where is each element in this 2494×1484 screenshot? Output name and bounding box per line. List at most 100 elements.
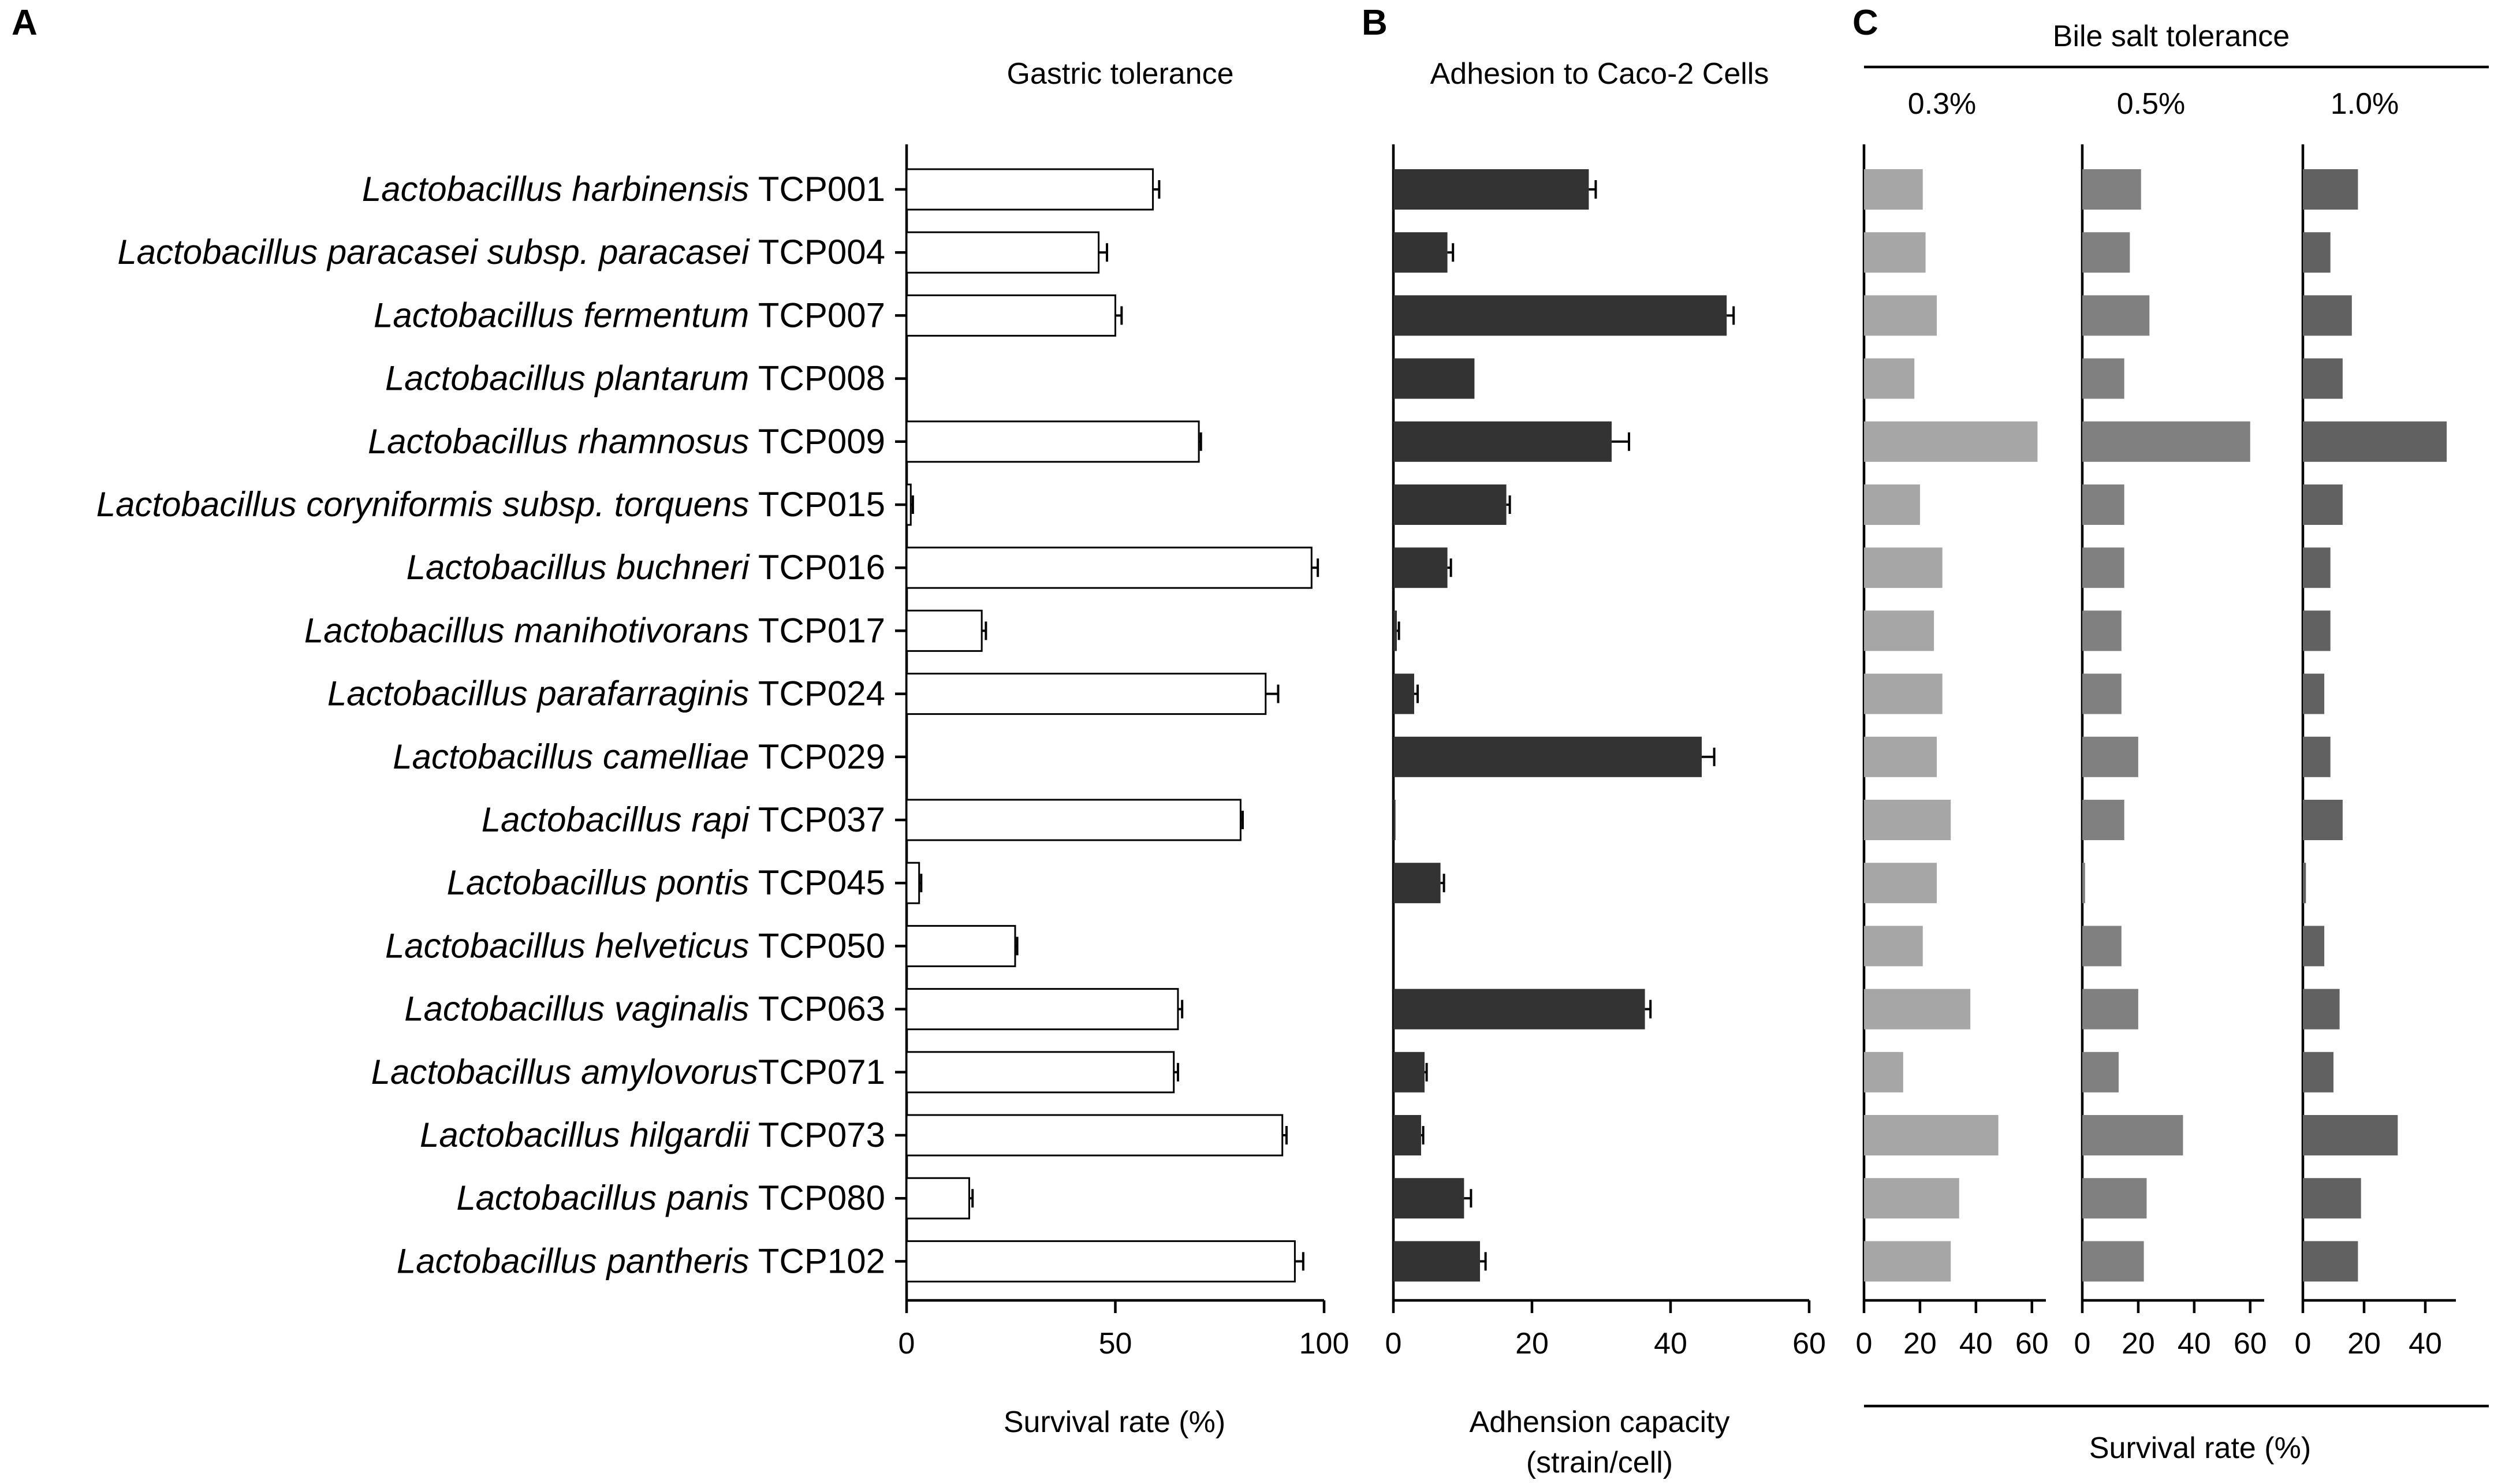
bile-0-3-bar bbox=[1864, 1115, 1999, 1155]
species-name: Lactobacillus parafarraginis bbox=[327, 674, 749, 713]
category-label: Lactobacillus harbinensis TCP001 bbox=[362, 170, 885, 208]
gastric-bar bbox=[905, 546, 1313, 589]
adhesion-x-tick-label: 40 bbox=[1654, 1327, 1687, 1360]
bile-0-5-bar bbox=[2082, 1052, 2119, 1093]
panel-letter-a: A bbox=[12, 3, 38, 43]
category-label: Lactobacillus hilgardii TCP073 bbox=[420, 1116, 885, 1154]
adhesion-bar bbox=[1393, 610, 1397, 651]
species-name: Lactobacillus hilgardii bbox=[420, 1116, 750, 1154]
gastric-bar bbox=[905, 483, 912, 526]
gastric-bar bbox=[905, 799, 1242, 841]
strain-id: TCP029 bbox=[749, 737, 885, 776]
species-name: Lactobacillus plantarum bbox=[385, 359, 749, 398]
bile-0-5-x-tick-label: 20 bbox=[2122, 1327, 2155, 1360]
bile-0-5-x-tick-label: 60 bbox=[2234, 1327, 2267, 1360]
bile-0-5-bar bbox=[2082, 358, 2124, 399]
species-name: Lactobacillus manihotivorans bbox=[304, 611, 749, 650]
bile-1-0-bar bbox=[2303, 1178, 2361, 1219]
category-label: Lactobacillus pantheris TCP102 bbox=[397, 1241, 885, 1280]
gastric-bar bbox=[905, 924, 1016, 967]
adhesion-bar bbox=[1393, 736, 1702, 777]
species-name: Lactobacillus harbinensis bbox=[362, 170, 749, 208]
bile-xlabel: Survival rate (%) bbox=[2089, 1431, 2311, 1465]
bile-0-3-x-tick-label: 20 bbox=[1903, 1327, 1937, 1360]
strain-id: TCP050 bbox=[749, 926, 885, 965]
bile-0-3-bar bbox=[1864, 610, 1934, 651]
bile-0-5-bar bbox=[2082, 800, 2124, 840]
gastric-x-tick-label: 0 bbox=[899, 1327, 915, 1360]
bile-0-3-bar bbox=[1864, 358, 1915, 399]
bile-1-0-bar bbox=[2303, 169, 2358, 210]
bile-0-3-bar bbox=[1864, 421, 2038, 462]
strain-id: TCP008 bbox=[749, 359, 885, 398]
gastric-bar bbox=[905, 420, 1200, 463]
bile-0-3-bar bbox=[1864, 1178, 1959, 1219]
bile-0-3-bar bbox=[1864, 926, 1923, 967]
gastric-bar bbox=[905, 294, 1116, 337]
bile-1-0-bar bbox=[2303, 610, 2331, 651]
category-label: Lactobacillus rhamnosus TCP009 bbox=[368, 422, 885, 461]
bile-1-0-bar bbox=[2303, 989, 2340, 1030]
bile-0-5-bar bbox=[2082, 295, 2150, 336]
adhesion-x-tick-label: 0 bbox=[1385, 1327, 1402, 1360]
bile-0-3-bar bbox=[1864, 1241, 1951, 1282]
category-label: Lactobacillus pontis TCP045 bbox=[447, 863, 885, 902]
bile-0-3-bar bbox=[1864, 1052, 1903, 1093]
bile-0-3-bar bbox=[1864, 800, 1951, 840]
bile-1-0-bar bbox=[2303, 863, 2306, 904]
adhesion-bar bbox=[1393, 484, 1507, 525]
adhesion-bar bbox=[1393, 1241, 1480, 1282]
species-name: Lactobacillus paracasei subsp. paracasei bbox=[117, 233, 750, 271]
bile-0-5-bar bbox=[2082, 547, 2124, 588]
bile-0-5-bar bbox=[2082, 169, 2141, 210]
species-name: Lactobacillus pontis bbox=[447, 863, 750, 902]
gastric-bar bbox=[905, 231, 1100, 274]
category-label: Lactobacillus helveticus TCP050 bbox=[385, 926, 885, 965]
species-name: Lactobacillus rhamnosus bbox=[368, 422, 749, 461]
adhesion-bar bbox=[1393, 547, 1448, 588]
bile-0-5-bar bbox=[2082, 1178, 2147, 1219]
bile-1-0-bar bbox=[2303, 1241, 2358, 1282]
gastric-bar bbox=[905, 1051, 1175, 1094]
category-label: Lactobacillus fermentum TCP007 bbox=[374, 296, 885, 334]
bile-0-3-bar bbox=[1864, 547, 1943, 588]
bile-0-5-bar bbox=[2082, 673, 2122, 714]
bile-1-0-x-tick-label: 40 bbox=[2409, 1327, 2442, 1360]
gastric-x-tick-label: 100 bbox=[1299, 1327, 1349, 1360]
gastric-bar bbox=[905, 1177, 970, 1220]
adhesion-bar bbox=[1393, 1115, 1421, 1155]
adhesion-bar bbox=[1393, 358, 1475, 399]
bile-1-0-bar bbox=[2303, 673, 2325, 714]
bile-0-3-x-tick-label: 0 bbox=[1856, 1327, 1873, 1360]
adhesion-xlabel-line1: Adhension capacity bbox=[1470, 1405, 1730, 1439]
strain-id: TCP004 bbox=[749, 233, 885, 271]
gastric-x-tick-label: 50 bbox=[1099, 1327, 1132, 1360]
bile-title: Bile salt tolerance bbox=[2053, 20, 2290, 53]
bile-0-5-x-tick-label: 0 bbox=[2074, 1327, 2091, 1360]
adhesion-x-tick-label: 20 bbox=[1515, 1327, 1549, 1360]
gastric-bar bbox=[905, 1114, 1284, 1157]
strain-id: TCP073 bbox=[749, 1116, 885, 1154]
species-name: Lactobacillus vaginalis bbox=[404, 990, 749, 1028]
adhesion-bar bbox=[1393, 169, 1589, 210]
bile-0-3-bar bbox=[1864, 673, 1943, 714]
strain-id: TCP080 bbox=[749, 1179, 885, 1217]
bile-0-5-bar bbox=[2082, 926, 2122, 967]
strain-id: TCP001 bbox=[749, 170, 885, 208]
adhesion-bar bbox=[1393, 1052, 1425, 1093]
species-name: Lactobacillus buchneri bbox=[407, 548, 750, 587]
adhesion-bar bbox=[1393, 800, 1396, 840]
strain-id: TCP009 bbox=[749, 422, 885, 461]
bile-1-0-bar bbox=[2303, 1052, 2333, 1093]
gastric-bar bbox=[905, 673, 1267, 715]
bile-0-3-bar bbox=[1864, 989, 1971, 1030]
category-label: Lactobacillus amylovorusTCP071 bbox=[371, 1053, 885, 1091]
strain-id: TCP037 bbox=[749, 800, 885, 839]
bile-1-0-bar bbox=[2303, 800, 2343, 840]
category-label: Lactobacillus coryniformis subsp. torque… bbox=[96, 485, 885, 524]
bile-1-0-bar bbox=[2303, 295, 2352, 336]
gastric-bar bbox=[905, 1240, 1296, 1282]
species-name: Lactobacillus amylovorus bbox=[371, 1053, 758, 1091]
species-name: Lactobacillus coryniformis subsp. torque… bbox=[96, 485, 750, 524]
